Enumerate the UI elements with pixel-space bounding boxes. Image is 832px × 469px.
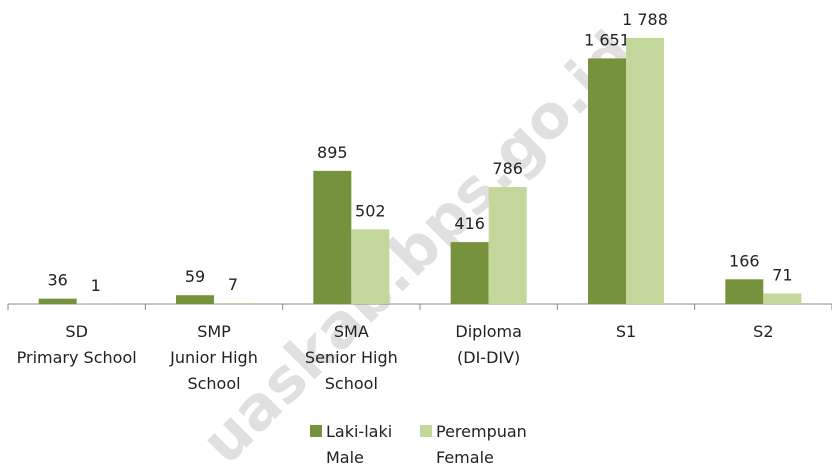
x-tick-label: SD Primary School — [17, 322, 137, 367]
legend-swatch — [420, 425, 432, 437]
value-label: 1 — [91, 275, 101, 294]
value-label: 59 — [185, 267, 205, 286]
bar — [588, 58, 626, 304]
value-label: 1 788 — [622, 10, 668, 29]
x-tick-label: S2 — [753, 322, 773, 341]
bar — [38, 298, 77, 304]
bar — [176, 295, 214, 304]
x-tick-label: S1 — [616, 322, 636, 341]
x-tick-label: Diploma (DI-DIV) — [455, 322, 522, 367]
value-label: 36 — [47, 270, 67, 289]
bar — [351, 229, 390, 304]
legend-label: Laki-laki Male — [326, 422, 392, 467]
x-tick-label: SMP Junior High School — [169, 322, 258, 393]
watermark: uaskab.bps.go.id — [188, 18, 648, 469]
value-label: 895 — [317, 142, 348, 161]
legend-label: Perempuan Female — [436, 422, 527, 467]
value-label: 416 — [454, 214, 485, 233]
value-label: 1 651 — [584, 30, 630, 49]
bar — [214, 302, 252, 304]
bar — [313, 170, 352, 304]
value-label: 502 — [355, 201, 386, 220]
value-label: 7 — [228, 274, 238, 293]
bar — [488, 187, 527, 304]
bar — [725, 279, 764, 304]
value-label: 71 — [772, 265, 792, 284]
legend-swatch — [310, 425, 322, 437]
bar — [450, 242, 489, 304]
bar — [763, 293, 802, 304]
bar — [626, 38, 664, 304]
x-tick-label: SMA Senior High School — [305, 322, 398, 393]
value-label: 786 — [492, 159, 523, 178]
value-label: 166 — [729, 251, 760, 270]
